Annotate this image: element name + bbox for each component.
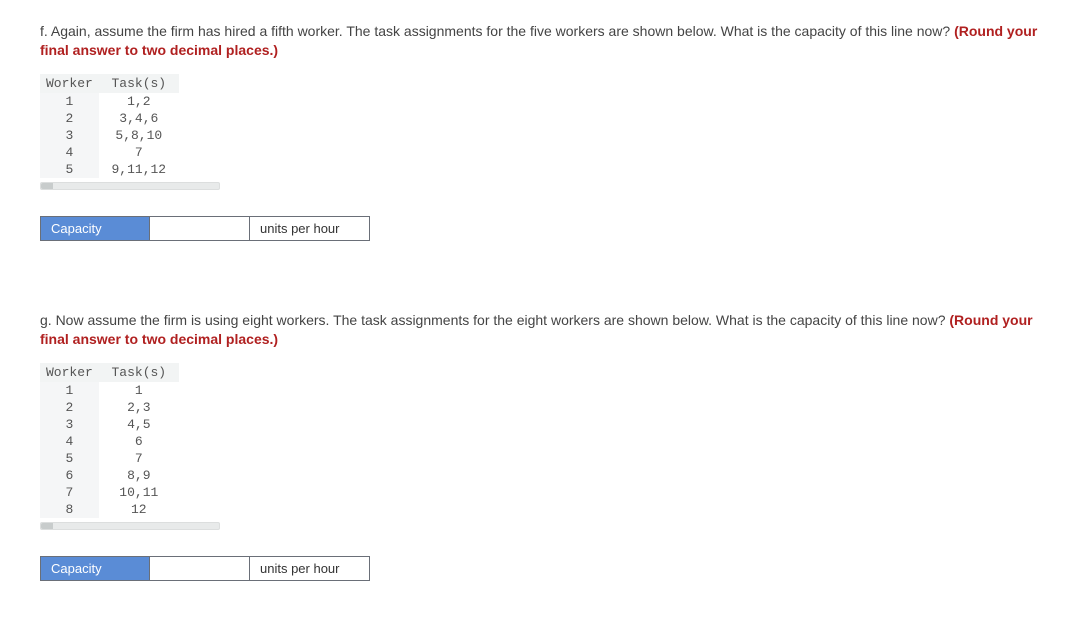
cell-tasks: 7 [99, 144, 179, 161]
question-g-table: Worker Task(s) 1122,334,5465768,9710,118… [40, 363, 179, 518]
cell-tasks: 1,2 [99, 93, 179, 110]
question-f-body: f. Again, assume the firm has hired a fi… [40, 23, 954, 39]
cell-tasks: 2,3 [99, 399, 179, 416]
table-row: 22,3 [40, 399, 179, 416]
table-row: 710,11 [40, 484, 179, 501]
table-row: 812 [40, 501, 179, 518]
table-header-tasks: Task(s) [99, 74, 179, 93]
table-row: 23,4,6 [40, 110, 179, 127]
cell-worker: 2 [40, 399, 99, 416]
question-f-scrollbar[interactable] [40, 182, 220, 190]
table-row: 47 [40, 144, 179, 161]
question-f-tbody: 11,223,4,635,8,104759,11,12 [40, 93, 179, 178]
table-row: 11,2 [40, 93, 179, 110]
cell-tasks: 9,11,12 [99, 161, 179, 178]
cell-tasks: 6 [99, 433, 179, 450]
question-g-body: g. Now assume the firm is using eight wo… [40, 312, 949, 328]
cell-worker: 2 [40, 110, 99, 127]
cell-tasks: 10,11 [99, 484, 179, 501]
cell-worker: 4 [40, 144, 99, 161]
capacity-label: Capacity [40, 556, 150, 581]
cell-worker: 7 [40, 484, 99, 501]
cell-tasks: 8,9 [99, 467, 179, 484]
question-f-table: Worker Task(s) 11,223,4,635,8,104759,11,… [40, 74, 179, 178]
question-g-scrollbar[interactable] [40, 522, 220, 530]
cell-worker: 5 [40, 450, 99, 467]
question-f-answer-row: Capacity units per hour [40, 216, 1040, 241]
cell-worker: 3 [40, 127, 99, 144]
cell-worker: 6 [40, 467, 99, 484]
table-header-worker: Worker [40, 74, 99, 93]
table-row: 11 [40, 382, 179, 399]
cell-worker: 3 [40, 416, 99, 433]
table-header-tasks: Task(s) [99, 363, 179, 382]
cell-worker: 8 [40, 501, 99, 518]
table-row: 46 [40, 433, 179, 450]
capacity-input-f[interactable] [150, 216, 250, 241]
table-row: 68,9 [40, 467, 179, 484]
table-header-worker: Worker [40, 363, 99, 382]
cell-tasks: 7 [99, 450, 179, 467]
table-row: 35,8,10 [40, 127, 179, 144]
cell-tasks: 3,4,6 [99, 110, 179, 127]
cell-tasks: 1 [99, 382, 179, 399]
question-g-answer-row: Capacity units per hour [40, 556, 1040, 581]
capacity-unit: units per hour [250, 556, 370, 581]
cell-worker: 5 [40, 161, 99, 178]
question-g-tbody: 1122,334,5465768,9710,11812 [40, 382, 179, 518]
capacity-unit: units per hour [250, 216, 370, 241]
table-row: 34,5 [40, 416, 179, 433]
cell-worker: 1 [40, 382, 99, 399]
question-f-text: f. Again, assume the firm has hired a fi… [40, 22, 1040, 60]
capacity-label: Capacity [40, 216, 150, 241]
cell-tasks: 4,5 [99, 416, 179, 433]
cell-worker: 1 [40, 93, 99, 110]
capacity-input-g[interactable] [150, 556, 250, 581]
cell-worker: 4 [40, 433, 99, 450]
question-g-text: g. Now assume the firm is using eight wo… [40, 311, 1040, 349]
cell-tasks: 12 [99, 501, 179, 518]
cell-tasks: 5,8,10 [99, 127, 179, 144]
page-content: f. Again, assume the firm has hired a fi… [0, 0, 1080, 601]
table-row: 57 [40, 450, 179, 467]
table-row: 59,11,12 [40, 161, 179, 178]
